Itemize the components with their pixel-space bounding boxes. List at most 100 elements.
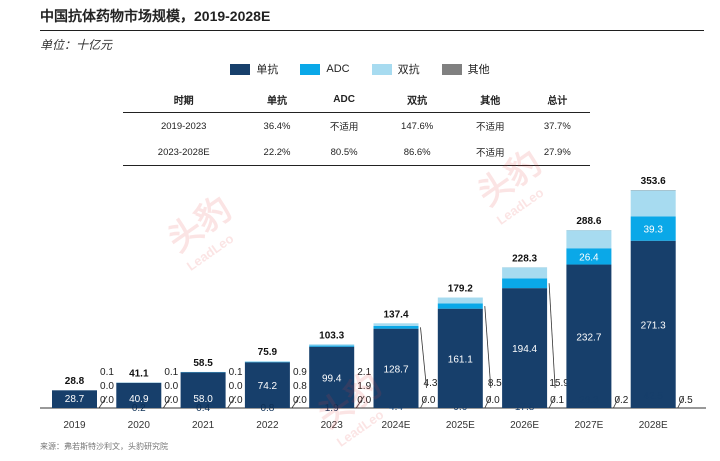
bar-segment-adc [437,303,483,309]
data-label-side: 0.0 [229,381,243,392]
chart-title: 中国抗体药物市场规模，2019-2028E [40,8,271,24]
total-label: 179.2 [448,284,473,295]
table-cell: 22.2% [244,139,310,166]
data-label-other: 0.5 [679,395,693,406]
bar-segment-bispecific [566,230,612,249]
bar-segment-mab [309,346,355,408]
table-row: 2019-2023 36.4% 不适用 147.6% 不适用 37.7% [123,113,590,140]
data-label-adc: 15.9 [549,378,569,389]
table-cell: 不适用 [475,122,505,133]
leader-line [484,306,492,389]
bar-segment-mab [116,382,162,408]
data-label-other: 0.0 [357,395,371,406]
data-label-bispecific: 0.1 [164,367,178,378]
x-tick-label: 2025E [446,420,475,431]
legend-label-bispecific: 双抗 [397,64,420,76]
legend-swatch-bispecific [371,63,392,75]
bar-segment-bispecific [309,344,355,346]
x-tick-label: 2021 [192,420,215,431]
data-label-mab: 58.0 [193,394,213,405]
data-label-adc: 1.9 [325,403,339,414]
total-label: 58.5 [193,358,213,369]
table-cell: 2019-2023 [160,120,207,132]
data-label-bispecific: 29.3 [579,395,599,406]
data-label-adc: 0.4 [196,403,210,414]
table-header: 单抗 [244,86,310,113]
table-cell: 27.9% [524,139,590,166]
bar-segment-adc [566,248,612,265]
table-header: 双抗 [378,86,456,113]
table-header: 其他 [455,86,525,113]
data-label-adc: 39.3 [643,225,663,236]
total-label: 228.3 [512,253,537,264]
data-label-side: 0.0 [100,381,114,392]
data-label-mab: 128.7 [383,364,408,375]
bar-segment-mab [630,240,676,408]
legend-label-mab: 单抗 [256,64,279,76]
bar-segment-adc [373,326,419,329]
table-header: 总计 [524,86,590,113]
leader-line [162,395,172,409]
total-label: 41.1 [129,369,149,380]
leader-line [98,395,108,409]
data-label-side: 1.9 [357,381,371,392]
source-note: 来源：弗若斯特沙利文，头豹研究院 [40,442,168,451]
table-row: 2023-2028E 22.2% 80.5% 86.6% 不适用 27.9% [123,139,590,166]
bar-segment-mab [566,264,612,408]
leader-line [613,395,620,409]
bar-segment-adc [630,216,676,241]
bar-segment-mab [180,372,226,408]
leader-line [355,395,365,409]
legend: 单抗 ADC 双抗 其他 [0,61,720,77]
data-label-bispecific: 0.1 [100,367,114,378]
total-label: 137.4 [383,309,408,320]
total-label: 103.3 [319,330,344,341]
data-label-other: 0.0 [164,395,178,406]
x-tick-label: 2023 [321,420,344,431]
data-label-mab: 232.7 [576,332,601,343]
table-header-row: 时期 单抗 ADC 双抗 其他 总计 [123,86,590,113]
data-label-other: 0.0 [486,395,500,406]
table-cell: 80.5% [309,139,379,166]
leader-line [548,283,556,389]
data-label-mab: 28.7 [65,394,85,405]
legend-swatch-other [441,63,462,75]
data-label-bispecific: 0.1 [229,367,243,378]
table-cell: 2023-2028E [123,139,245,166]
data-label-adc: 4.3 [424,378,438,389]
table-cell: 37.7% [543,120,571,132]
data-label-mab: 74.2 [258,381,278,392]
leader-line [677,395,685,409]
bar-segment-adc [309,345,355,347]
data-label-bispecific: 4.4 [389,402,403,413]
data-label-mab: 40.9 [129,394,149,405]
data-label-other: 0.0 [229,395,243,406]
bar-segment-bispecific [244,361,290,362]
cagr-table: 时期 单抗 ADC 双抗 其他 总计 2019-2023 36.4% 不适用 1… [123,86,590,166]
bar-segment-bispecific [502,267,548,279]
data-label-other: 0.1 [550,395,564,406]
data-label-other: 0.0 [293,395,307,406]
legend-item-bispecific: 双抗 [371,61,420,77]
bar-segment-mab [244,362,290,408]
data-label-adc: 8.5 [488,378,502,389]
legend-label-adc: ADC [326,63,350,75]
table-header: ADC [309,86,379,113]
bar-segment-mab [373,328,419,408]
x-tick-label: 2020 [128,420,151,431]
bar-segment-bispecific [373,323,419,327]
data-label-adc: 26.4 [579,252,599,263]
total-label: 28.8 [65,376,85,387]
leader-line [484,395,492,409]
title-divider [40,30,704,31]
leader-line [291,395,301,409]
leader-line [420,395,427,409]
data-label-other: 0.0 [422,395,436,406]
legend-swatch-adc [300,63,321,75]
x-tick-label: 2027E [574,420,603,431]
data-label-mab: 99.4 [322,373,342,384]
total-label: 75.9 [258,347,278,358]
data-label-mab: 194.4 [512,344,537,355]
data-label-bispecific: 9.6 [453,402,467,413]
